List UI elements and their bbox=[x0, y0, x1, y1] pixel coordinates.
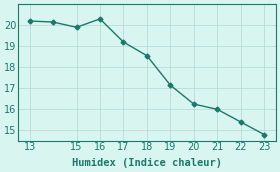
X-axis label: Humidex (Indice chaleur): Humidex (Indice chaleur) bbox=[72, 158, 222, 168]
